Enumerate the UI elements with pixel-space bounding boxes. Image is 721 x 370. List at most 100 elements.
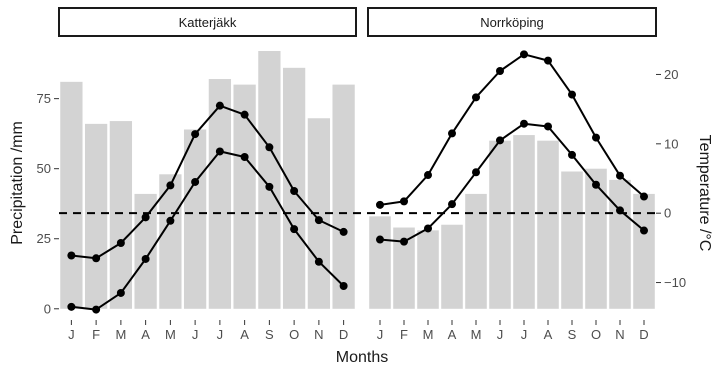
x-tick-label: D [339,327,348,342]
x-tick-label: F [92,327,100,342]
x-tick-label: J [521,327,528,342]
temp-min-point [116,288,125,297]
temp-max-point [376,200,384,209]
temp-max-point [592,133,600,142]
precip-bar [513,135,535,309]
panel-strip [367,7,657,37]
temp-max-point [265,143,274,152]
temp-max-point [67,251,76,260]
precip-bar [585,168,607,309]
precip-bar [134,193,157,309]
temp-max-line [379,53,645,206]
precip-bar [332,84,355,309]
precip-bar [60,81,83,309]
temp-max-point [520,50,528,59]
temp-min-point [339,282,348,291]
y-axis-title-right: Temperature /°C [696,135,713,252]
y-axis-title-left: Precipitation /mm [9,121,26,245]
temp-max-point [290,186,299,195]
temp-max-point [448,129,456,138]
temp-max-point [240,110,249,119]
x-tick-label: M [115,327,126,342]
x-tick-label: M [471,327,482,342]
precip-bar [159,174,182,309]
precip-bar [489,140,511,309]
x-tick-label: A [240,327,249,342]
temp-min-point [568,150,576,159]
x-tick-label: S [568,327,577,342]
x-tick-label: F [400,327,408,342]
precip-bar [393,227,415,309]
precip-bar [561,171,583,309]
axes-layer: 0 25 50 75 −10 0 10 20 [37,67,687,316]
temp-max-line [71,104,345,260]
temp-min-line [379,122,645,243]
y-right-tick-label: 0 [664,206,671,221]
temp-min-point [141,254,150,263]
x-tick-label: J [68,327,75,342]
precip-bar [233,84,256,309]
precip-bar [609,179,631,309]
precip-bar [369,216,391,309]
precip-bar [84,123,108,309]
temp-max-point [314,216,323,225]
temp-max-point [215,101,224,110]
temp-max-point [400,197,408,206]
temp-min-point [592,180,600,189]
precip-bar [465,193,487,309]
y-left-tick-label: 75 [37,91,51,106]
temp-max-point [544,56,552,65]
temp-max-point [424,171,432,180]
temp-max-point [616,171,624,180]
temp-min-point [314,257,323,266]
temp-min-point [472,168,480,177]
temp-max-point [568,90,576,99]
temp-min-point [215,147,224,156]
temp-min-point [240,152,249,161]
temp-min-point [544,122,552,131]
x-tick-label: O [591,327,601,342]
temp-min-point [166,216,175,225]
precip-bar [208,79,232,309]
x-tick-label: A [141,327,150,342]
temp-max-point [92,254,101,263]
temp-max-point [141,213,150,222]
precip-bar [537,140,559,309]
precip-bar [109,121,133,309]
precip-bar [417,230,439,309]
temp-min-point [424,224,432,233]
y-right-tick-label: 20 [664,67,678,82]
temp-min-point [290,225,299,234]
precip-bar [633,193,655,309]
x-tick-label: A [544,327,553,342]
panel-strip [58,7,357,37]
temp-max-point [472,93,480,102]
temp-max-point [640,192,648,201]
x-tick-label: M [165,327,176,342]
temp-max-point [191,130,200,139]
temp-min-point [92,305,101,314]
x-tick-label: D [639,327,648,342]
x-tick-label: M [423,327,434,342]
x-tick-label: S [265,327,274,342]
temp-min-point [376,235,384,244]
temp-min-point [191,177,200,186]
precip-bar [183,129,207,309]
x-tick-label: J [497,327,504,342]
temp-min-point [400,237,408,246]
temp-min-point [67,302,76,311]
temp-min-point [265,182,274,191]
temp-max-point [496,66,504,75]
x-tick-label: J [192,327,199,342]
y-left-tick-label: 25 [37,231,51,246]
x-tick-label: N [615,327,624,342]
x-axis-title: Months [336,349,388,366]
temp-min-point [496,136,504,145]
x-tick-label: J [377,327,384,342]
precip-bar [258,51,281,309]
x-tick-label: O [289,327,299,342]
temp-max-point [339,227,348,236]
